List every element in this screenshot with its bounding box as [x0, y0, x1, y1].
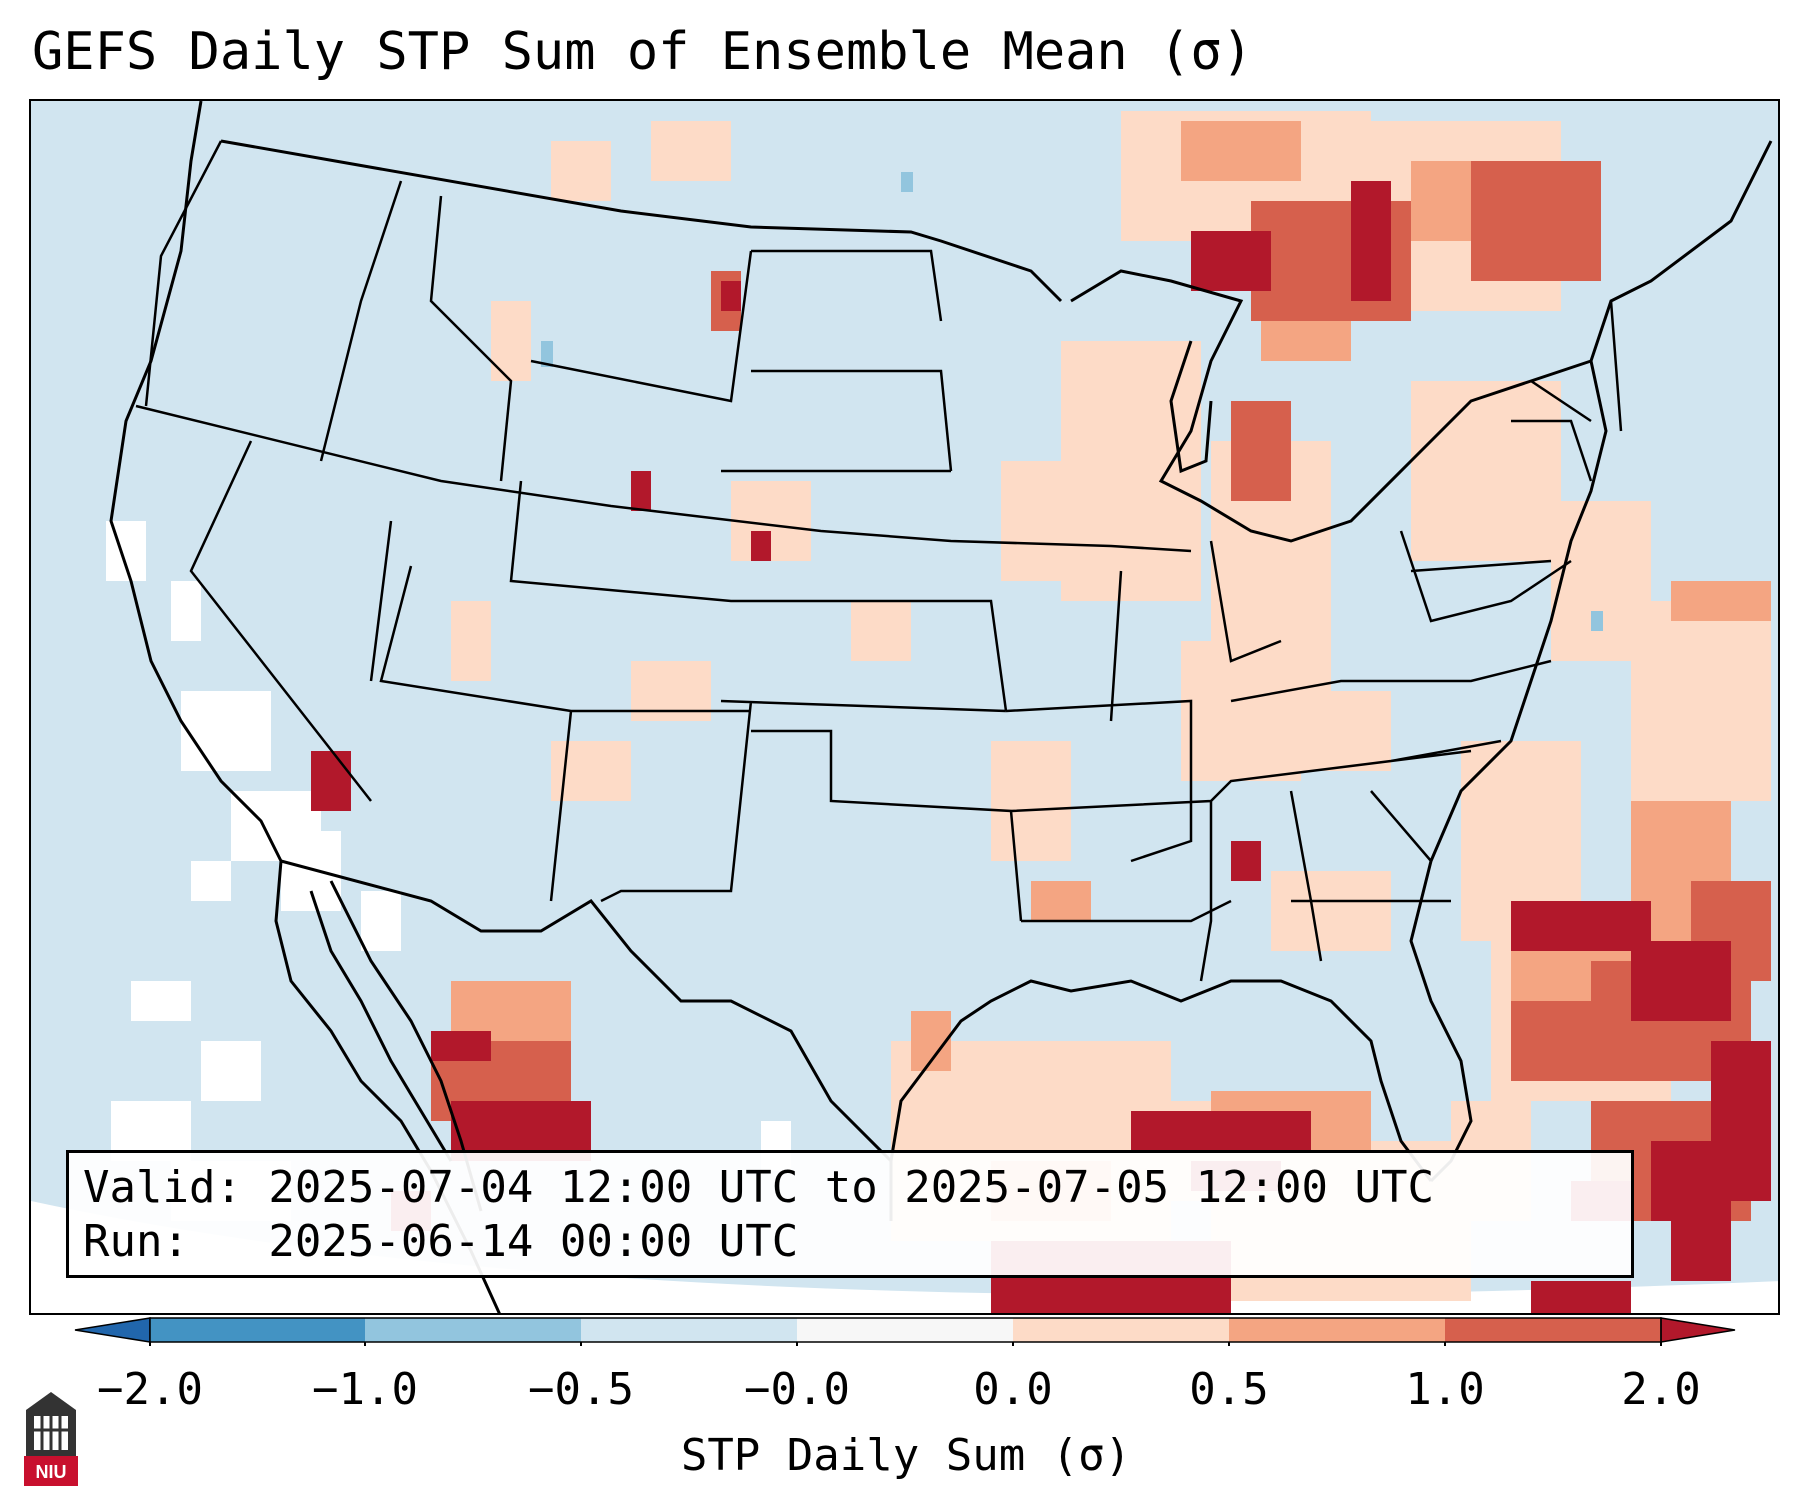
colorbar-bin — [581, 1318, 797, 1342]
lake-michigan — [1169, 340, 1213, 474]
colorbar-tick-label: −1.0 — [312, 1364, 418, 1415]
canada-us-border — [220, 139, 1063, 303]
colorbar-tick-label: −2.0 — [97, 1364, 203, 1415]
colorbar-tick-label: 0.5 — [1189, 1364, 1269, 1415]
university-seal-icon: NIU — [24, 1392, 78, 1486]
colorbar — [74, 1317, 1736, 1346]
map-panel — [29, 99, 1780, 1315]
state-borders — [135, 140, 1623, 982]
colorbar-bin — [797, 1318, 1013, 1342]
colorbar-bin — [365, 1318, 581, 1342]
logo-text: NIU — [36, 1462, 67, 1482]
colorbar-outline — [149, 1317, 1662, 1343]
chart-title: GEFS Daily STP Sum of Ensemble Mean (σ) — [32, 22, 1253, 82]
valid-time-text: Valid: 2025-07-04 12:00 UTC to 2025-07-0… — [83, 1162, 1435, 1213]
atlantic-coastline — [1409, 360, 1608, 1183]
colorbar-tick-label: 0.0 — [973, 1364, 1053, 1415]
negative-cells — [541, 172, 1603, 631]
colorbar-bin — [1229, 1318, 1445, 1342]
colorbar-tick-label: 1.0 — [1405, 1364, 1485, 1415]
run-time-text: Run: 2025-06-14 00:00 UTC — [83, 1216, 799, 1267]
valid-run-info-box: Valid: 2025-07-04 12:00 UTC to 2025-07-0… — [66, 1150, 1634, 1278]
colorbar-tick-label: −0.5 — [528, 1364, 634, 1415]
outside-domain-area — [31, 1201, 1778, 1313]
colorbar-extend-low — [74, 1317, 151, 1343]
colorbar-label: STP Daily Sum (σ) — [680, 1430, 1132, 1481]
colorbar-tick-label: −0.0 — [744, 1364, 850, 1415]
colorbar-bin — [1013, 1318, 1229, 1342]
colorbar-bin — [150, 1318, 365, 1342]
mexico-us-border — [280, 859, 893, 1163]
gulf-coastline — [889, 979, 1433, 1221]
colorbar-bin — [1445, 1318, 1661, 1342]
boundary-lines — [109, 101, 1773, 1313]
colorbar-tick-label: 2.0 — [1621, 1364, 1701, 1415]
stp-map — [31, 101, 1778, 1313]
baja-coast — [309, 890, 453, 1162]
colorbar-extend-high — [1660, 1317, 1736, 1343]
